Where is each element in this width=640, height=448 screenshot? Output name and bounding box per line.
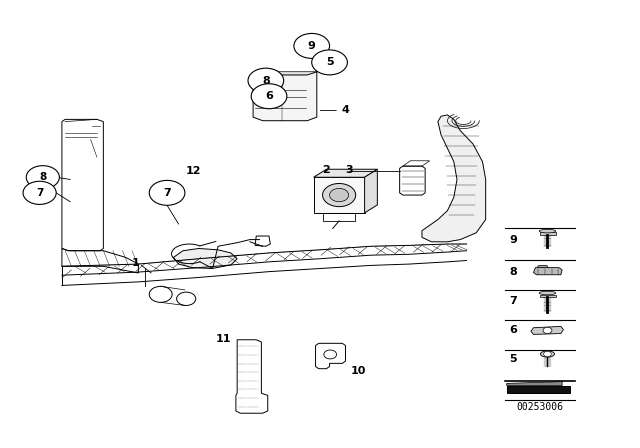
- Circle shape: [294, 34, 330, 58]
- Text: 7: 7: [36, 188, 44, 198]
- Circle shape: [248, 68, 284, 93]
- Text: 10: 10: [351, 366, 366, 376]
- Circle shape: [543, 327, 552, 333]
- Text: 12: 12: [186, 167, 202, 177]
- Polygon shape: [253, 72, 317, 121]
- Text: 8: 8: [509, 267, 517, 276]
- Polygon shape: [531, 327, 563, 334]
- Text: 00253006: 00253006: [516, 401, 563, 412]
- Text: 6: 6: [509, 325, 517, 335]
- Text: 11: 11: [216, 334, 231, 344]
- Text: 4: 4: [342, 105, 349, 116]
- Polygon shape: [540, 295, 556, 297]
- Polygon shape: [534, 267, 562, 275]
- Polygon shape: [365, 169, 378, 213]
- Text: 6: 6: [265, 91, 273, 101]
- Polygon shape: [540, 232, 556, 235]
- Text: 9: 9: [308, 41, 316, 51]
- Text: 9: 9: [509, 235, 517, 245]
- Circle shape: [323, 184, 356, 207]
- Circle shape: [330, 188, 349, 202]
- Polygon shape: [262, 72, 317, 75]
- Circle shape: [149, 181, 185, 205]
- Text: 2: 2: [322, 165, 330, 175]
- Text: 7: 7: [163, 188, 171, 198]
- Polygon shape: [507, 382, 562, 386]
- Ellipse shape: [540, 351, 554, 357]
- Text: 1: 1: [131, 258, 139, 268]
- Text: 7: 7: [509, 296, 517, 306]
- Text: 5: 5: [326, 57, 333, 67]
- Text: 8: 8: [39, 172, 47, 182]
- Polygon shape: [314, 169, 378, 177]
- Circle shape: [543, 351, 551, 357]
- Polygon shape: [314, 177, 365, 213]
- Ellipse shape: [540, 291, 556, 295]
- Polygon shape: [538, 265, 548, 267]
- Text: 8: 8: [262, 76, 269, 86]
- Polygon shape: [422, 115, 486, 242]
- Text: 5: 5: [509, 354, 517, 364]
- Polygon shape: [507, 386, 570, 393]
- Polygon shape: [173, 249, 237, 268]
- Circle shape: [26, 166, 60, 189]
- Circle shape: [251, 84, 287, 109]
- Ellipse shape: [540, 229, 556, 233]
- Circle shape: [312, 50, 348, 75]
- Text: 3: 3: [345, 165, 353, 175]
- Circle shape: [23, 181, 56, 204]
